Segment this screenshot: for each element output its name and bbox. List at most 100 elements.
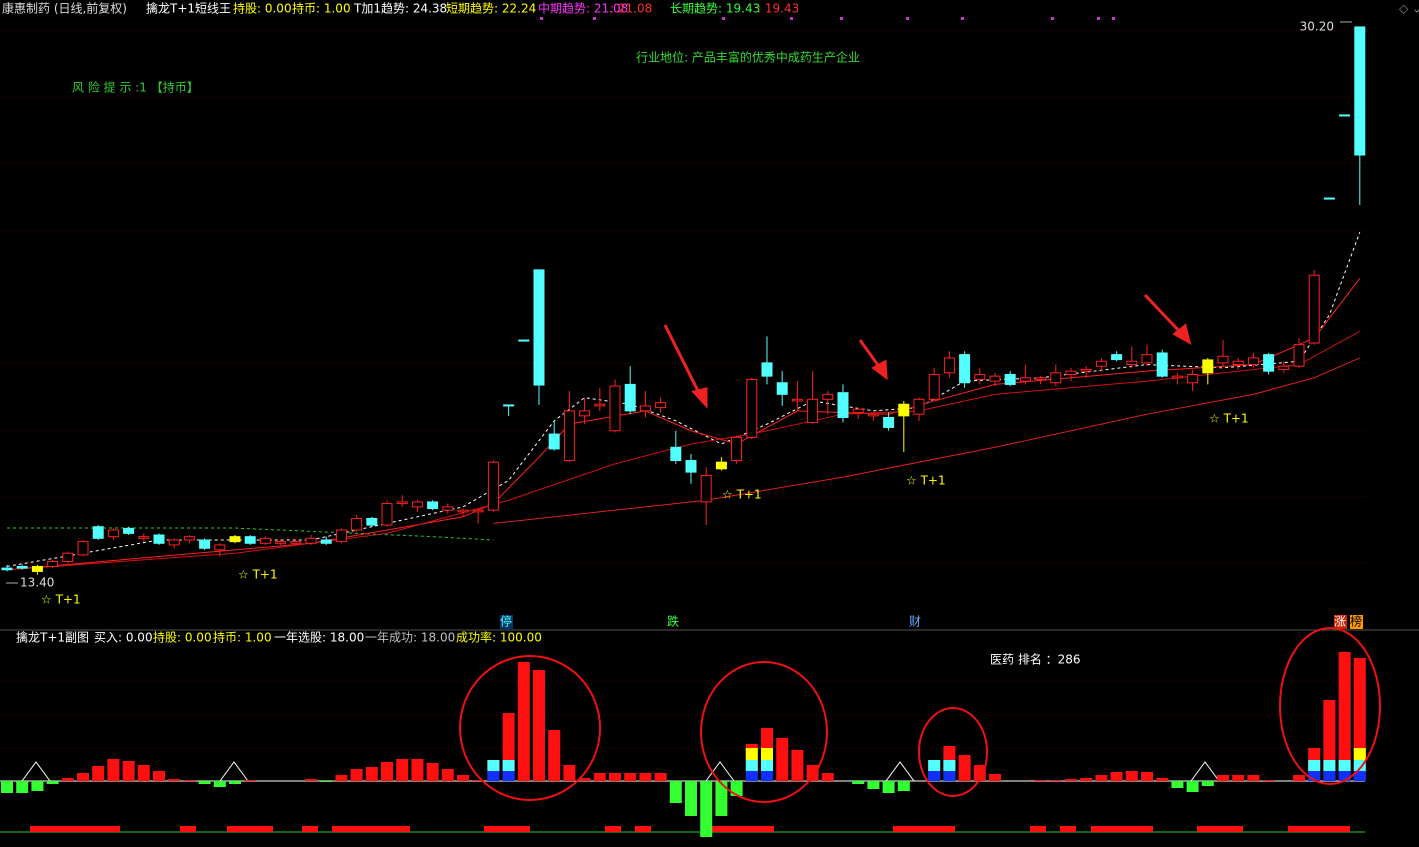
indicator: 持股: 0.00 [233, 1, 292, 16]
bar [16, 781, 29, 793]
bar-segment [502, 771, 515, 781]
candle-body [1217, 355, 1229, 364]
bar-segment [745, 748, 758, 760]
indicator: : 21.08 [610, 2, 652, 16]
candle-body [548, 433, 560, 450]
indicator: 一年选股: 18.00 [274, 631, 364, 645]
candle-body [199, 539, 211, 549]
bar [806, 765, 819, 781]
candle-body [31, 565, 43, 572]
bar [320, 781, 333, 782]
arrows [663, 293, 1192, 409]
candle-body [1141, 354, 1153, 364]
bar [989, 774, 1001, 781]
bar [669, 781, 682, 803]
candle-body [624, 383, 636, 412]
bar-segment [1308, 771, 1321, 781]
candle-body [1232, 360, 1244, 366]
bar [426, 763, 439, 781]
indicator-name: 擒龙T+1短线王 [146, 1, 231, 16]
candle-body [913, 398, 925, 415]
bar [229, 781, 241, 784]
candle-body [579, 410, 591, 417]
bar [1049, 780, 1062, 781]
signal [30, 826, 120, 832]
bar-segment [745, 771, 758, 781]
candle-body [259, 537, 271, 544]
signal [1091, 826, 1153, 832]
candle-body [366, 517, 378, 526]
bar [305, 779, 317, 781]
bar [897, 781, 910, 791]
marker: 停 [500, 614, 512, 629]
candle-body [715, 461, 727, 470]
bar [1080, 778, 1093, 781]
arrow [663, 324, 702, 396]
candle-body [1, 567, 13, 571]
signal [1197, 826, 1243, 832]
candle-body [381, 503, 393, 526]
signal [893, 826, 955, 832]
sub-title: 擒龙T+1副图 [16, 630, 89, 645]
candle-body [503, 404, 515, 407]
bar [609, 773, 621, 781]
circles [459, 627, 1381, 803]
bar [1247, 775, 1260, 781]
candle-body [898, 403, 910, 417]
signal-label: ☆ T+1 [41, 593, 81, 607]
bar [1095, 775, 1108, 781]
bar [168, 779, 181, 781]
candle-body [1293, 344, 1305, 367]
candle-body [1339, 114, 1351, 117]
candle-body [822, 393, 834, 400]
bar [1034, 780, 1047, 781]
bar [31, 781, 44, 791]
candle-body [427, 501, 439, 510]
candle-body [62, 552, 74, 562]
candle-body [807, 398, 819, 423]
candle-body [731, 436, 743, 462]
bar [1338, 652, 1351, 781]
window-icon[interactable]: ◇ ⌄ [1399, 2, 1419, 16]
candle-body [1126, 360, 1138, 366]
circle [1279, 627, 1381, 785]
high-label: 30.20 [1300, 20, 1334, 34]
bar [776, 738, 789, 781]
candle-body [1111, 354, 1123, 361]
candle-body [518, 339, 530, 342]
bar [882, 781, 895, 793]
candle-body [183, 536, 195, 541]
indicator: 中期趋势: 21.08 [538, 1, 628, 16]
candle-body [77, 541, 89, 556]
signal-label: ☆ T+1 [1209, 412, 1249, 426]
candle-body [1004, 373, 1016, 385]
marker: 跌 [667, 614, 679, 629]
candle-body [1035, 377, 1047, 380]
candle-body [275, 541, 287, 544]
bar [593, 773, 606, 781]
circle [700, 661, 828, 803]
peak [1190, 761, 1220, 782]
candle-body [107, 529, 119, 538]
ma-line [493, 357, 1360, 524]
bar [1125, 771, 1138, 781]
candle-body [670, 446, 682, 462]
rank-label: 医药 排名 ：286 [990, 652, 1081, 667]
indicator: : 19.43 [757, 2, 799, 16]
bar-segment [487, 771, 500, 781]
peak [705, 761, 735, 782]
candle-body [700, 474, 712, 503]
candle-body [776, 382, 788, 395]
tops [21, 761, 1220, 782]
bar [1065, 779, 1077, 781]
candle-body [229, 536, 241, 543]
candle-body [928, 373, 940, 400]
arrow-head [1172, 323, 1192, 346]
candle-body [1187, 373, 1199, 384]
bar [1262, 780, 1275, 781]
dot [906, 17, 909, 20]
bar [867, 781, 880, 789]
signal [332, 826, 410, 832]
signal [712, 826, 774, 832]
bar-segment [1323, 760, 1336, 771]
